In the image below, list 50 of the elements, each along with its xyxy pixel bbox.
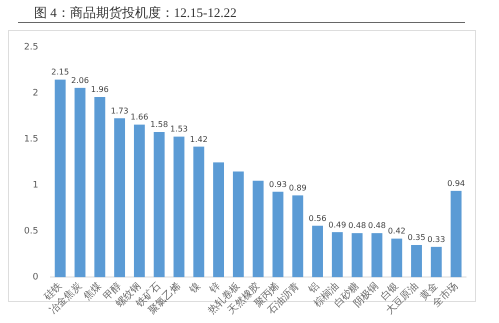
bar: [252, 180, 264, 278]
bar: [193, 146, 204, 278]
bar: [54, 80, 66, 278]
bar: [332, 232, 343, 278]
bar: [450, 190, 462, 278]
data-label: 1.66: [130, 112, 148, 122]
data-label: 0.94: [447, 178, 466, 188]
bar: [352, 233, 363, 278]
bar: [213, 162, 224, 278]
data-label: 0.49: [328, 220, 346, 230]
data-label: 1.53: [170, 124, 188, 134]
chart-title: 图 4：商品期货投机度：12.15-12.22: [34, 4, 237, 22]
bar: [391, 238, 402, 278]
y-tick-label: 0.5: [24, 226, 38, 237]
y-tick-label: 0: [32, 272, 39, 283]
bar: [272, 192, 284, 278]
y-tick-label: 1.5: [24, 134, 38, 145]
data-label: 0.48: [348, 221, 366, 230]
data-label: 0.56: [308, 214, 326, 223]
y-tick-label: 2.5: [24, 42, 38, 53]
data-label: 1.58: [150, 120, 168, 130]
bar: [292, 195, 304, 278]
data-label: 2.06: [71, 76, 89, 85]
bar: [411, 245, 422, 278]
data-label: 1.96: [90, 85, 109, 94]
bar: [371, 233, 382, 278]
bar: [74, 88, 86, 278]
bar: [430, 246, 442, 278]
y-tick-label: 1: [32, 180, 38, 191]
data-label: 0.42: [388, 226, 406, 236]
data-label: 1.42: [190, 134, 208, 144]
bar: [114, 118, 126, 278]
data-label: 1.73: [110, 106, 128, 116]
x-tick-label: 铝: [306, 280, 322, 296]
x-tick-label: 锌: [206, 280, 223, 296]
data-label: 0.48: [368, 221, 386, 230]
data-label: 0.33: [427, 234, 446, 244]
data-label: 0.89: [288, 183, 307, 192]
data-label: 0.35: [408, 233, 426, 242]
bar: [134, 124, 145, 278]
x-tick-label: 焦煤: [81, 280, 104, 303]
bar: [94, 97, 106, 278]
bar: [312, 226, 323, 278]
bar: [154, 132, 165, 278]
x-tick-label: 镍: [186, 280, 203, 296]
bar: [174, 136, 184, 278]
y-tick-label: 2: [32, 88, 38, 99]
data-label: 2.15: [51, 68, 70, 77]
bar: [232, 172, 244, 278]
data-label: 0.93: [269, 180, 287, 189]
